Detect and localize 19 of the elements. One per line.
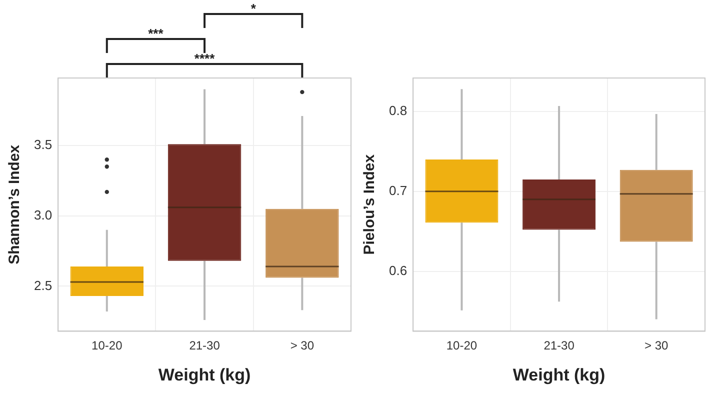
y-tick-label: 0.7 — [388, 183, 408, 198]
x-tick-label: 21-30 — [544, 338, 575, 353]
text: *** — [148, 26, 164, 41]
x-tick-label: 21-30 — [189, 338, 220, 353]
x-axis-title: Weight (kg) — [158, 365, 251, 384]
text: **** — [194, 51, 216, 66]
x-tick-label: 10-20 — [92, 338, 123, 353]
text: * — [250, 1, 257, 16]
y-tick-label: 2.5 — [34, 278, 52, 293]
y-tick-label: 3.5 — [34, 137, 52, 152]
x-tick-label: 10-20 — [446, 338, 478, 353]
y-axis-title: Pielou’s Index — [361, 154, 378, 255]
x-tick-label: > 30 — [644, 338, 669, 353]
x-axis-title: Weight (kg) — [512, 365, 606, 384]
y-tick-label: 0.8 — [388, 103, 408, 118]
y-axis-title: Shannon’s Index — [6, 144, 24, 264]
y-tick-label: 3.0 — [34, 207, 52, 222]
x-tick-label: > 30 — [290, 338, 314, 353]
y-tick-label: 0.6 — [388, 262, 408, 278]
